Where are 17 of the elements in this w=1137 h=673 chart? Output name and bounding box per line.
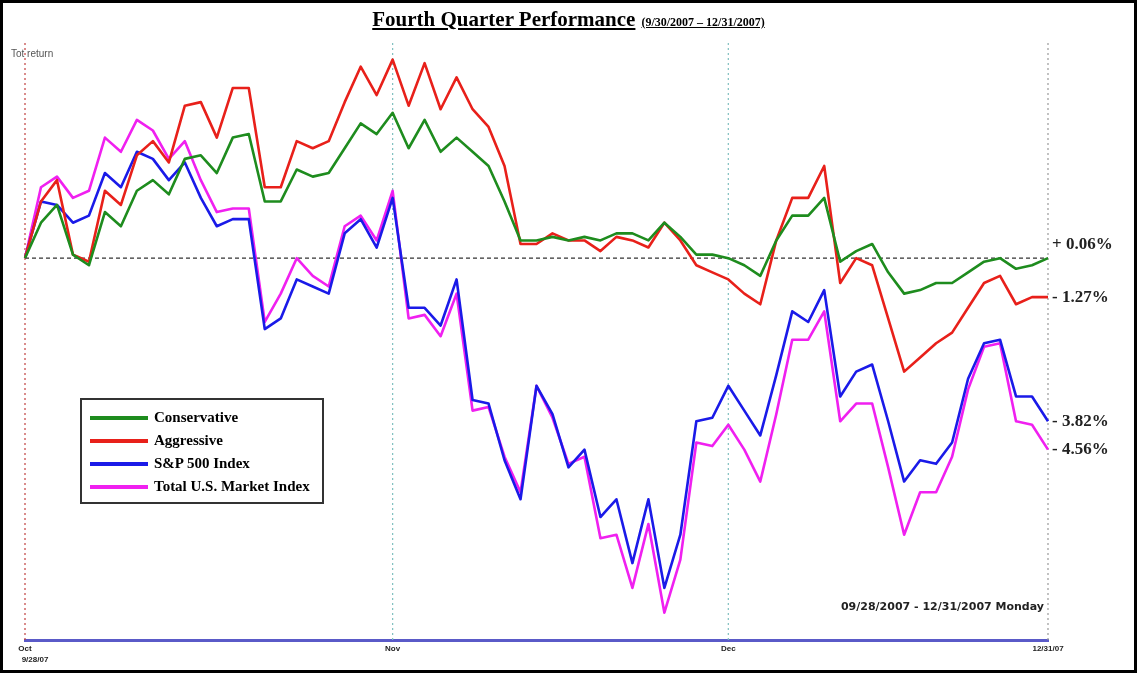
x-tick-label: Oct	[18, 644, 32, 654]
legend-label: Conservative	[154, 409, 239, 426]
annotation: - 4.56%	[1052, 439, 1109, 459]
annotation: + 0.06%	[1052, 233, 1113, 253]
annotation: - 1.27%	[1052, 286, 1109, 306]
x-tick-label: 12/31/07	[1032, 644, 1065, 654]
annotation: 09/28/2007 - 12/31/2007 Monday	[840, 599, 1044, 613]
x-tick-label: Nov	[385, 644, 401, 654]
chart-title: Fourth Quarter Performance	[372, 7, 636, 31]
legend-label: S&P 500 Index	[154, 455, 250, 472]
annotation: - 3.82%	[1052, 410, 1109, 430]
legend-label: Total U.S. Market Index	[154, 478, 310, 495]
chart-subtitle: (9/30/2007 – 12/31/2007)	[641, 15, 765, 29]
text: 9/28/07	[21, 654, 49, 664]
x-tick-label: Dec	[720, 644, 737, 654]
text: Tot return	[11, 47, 54, 59]
legend-label: Aggressive	[154, 432, 223, 449]
